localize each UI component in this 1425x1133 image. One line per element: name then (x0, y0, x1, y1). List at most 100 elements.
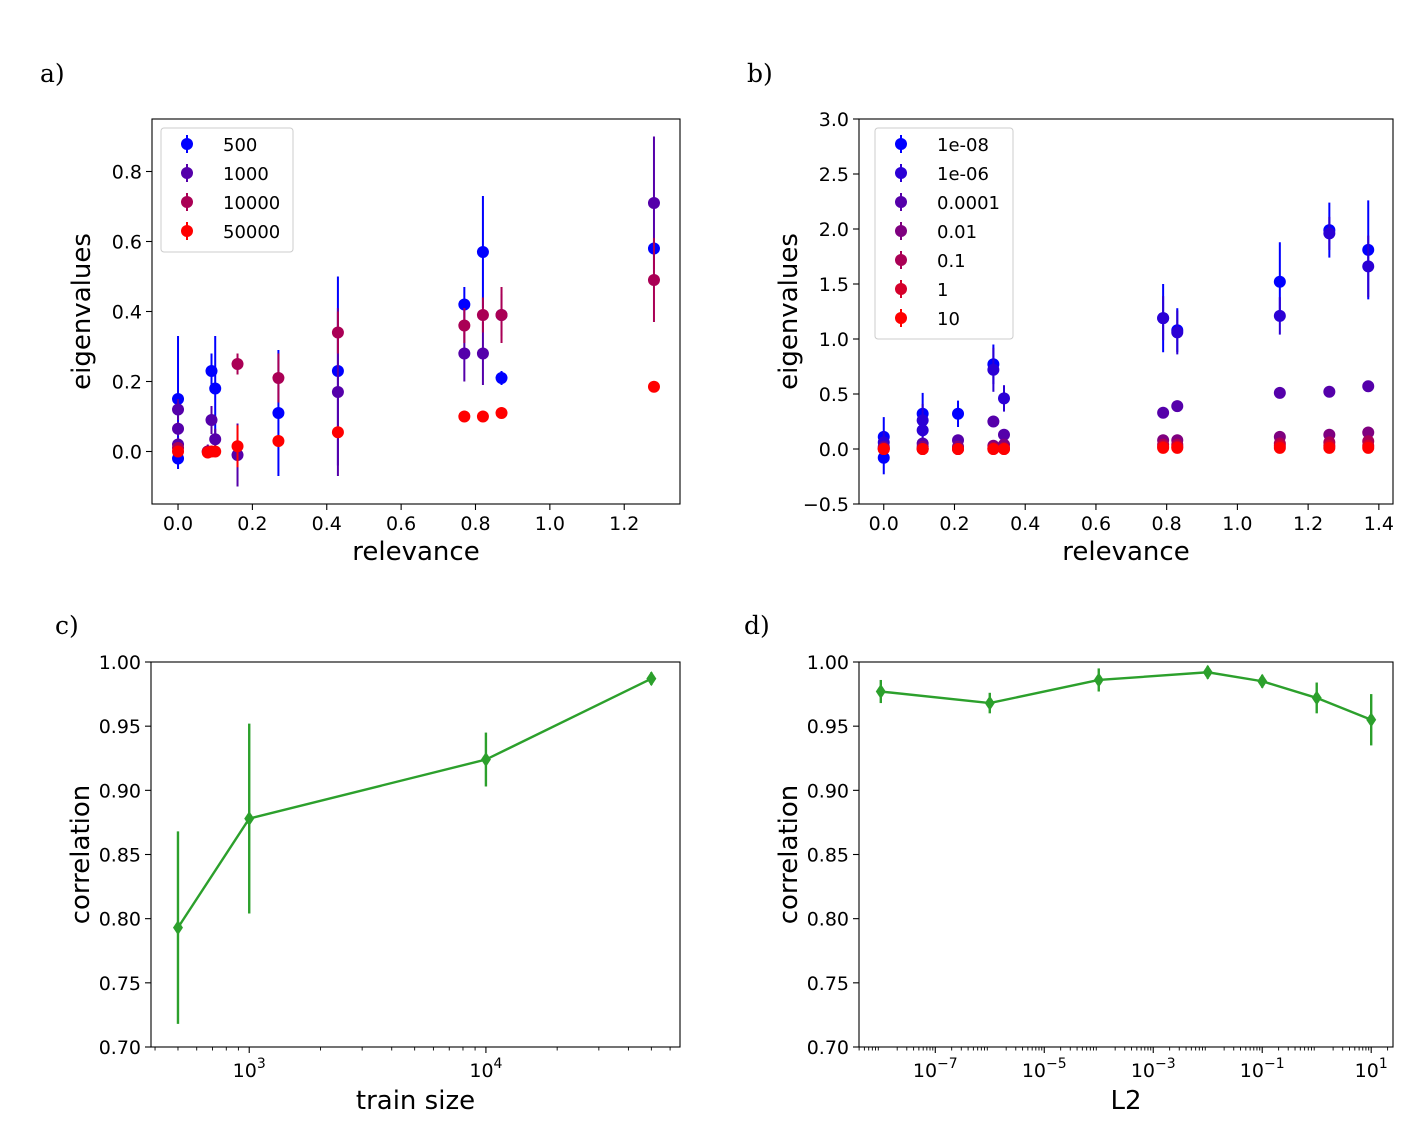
legend-marker (895, 196, 907, 208)
data-point (244, 811, 255, 827)
data-point (1171, 441, 1184, 454)
data-point (1273, 275, 1286, 288)
y-tick-label: 0.80 (807, 909, 849, 931)
x-tick-label: 101 (1355, 1056, 1388, 1082)
x-tick-exponent: 3 (257, 1056, 266, 1072)
data-point (172, 403, 185, 416)
legend-marker (895, 254, 907, 266)
x-tick-exponent: −5 (1046, 1056, 1067, 1072)
legend-label: 500 (223, 135, 257, 156)
legend-marker (181, 138, 193, 150)
data-point (495, 407, 508, 419)
data-point (1202, 664, 1213, 680)
y-tick-label: 0.85 (807, 845, 849, 867)
data-point (987, 443, 1000, 455)
series-line (880, 671, 1372, 721)
legend: 500 1000 10000 50000 (160, 127, 294, 253)
legend-marker (895, 167, 907, 179)
data-point (646, 671, 657, 687)
data-point (984, 695, 995, 711)
x-tick-label: 1.4 (1364, 513, 1394, 535)
data-point (1362, 260, 1375, 273)
panel-label-d: d) (744, 611, 770, 640)
x-tick-label: 0.8 (460, 513, 490, 535)
legend-marker (895, 225, 907, 237)
panel-d-line: 10−7 10−5 10−3 10−1 1010.700.750.800.850.900… (774, 652, 1394, 1116)
y-tick-label: 3.0 (819, 109, 849, 131)
data-point (495, 309, 508, 321)
legend-label: 0.1 (937, 251, 966, 272)
panel-label-b: b) (747, 59, 773, 88)
y-tick-label: 0.75 (807, 973, 849, 995)
data-point (952, 407, 965, 420)
legend-label: 0.01 (937, 222, 977, 243)
series-0-0001 (877, 380, 1375, 453)
data-point (476, 309, 489, 321)
plot-frame (858, 661, 1394, 1048)
series-correlation (875, 664, 1377, 746)
data-point (1157, 441, 1170, 454)
data-point (916, 424, 929, 437)
legend: 1e-08 1e-06 0.0001 0.01 0.1 1 10 (874, 127, 1014, 340)
x-tick-label: 0.6 (1081, 513, 1111, 535)
data-point (209, 382, 222, 395)
x-tick-base: 10 (1131, 1060, 1155, 1082)
data-point (1362, 426, 1375, 439)
data-point (476, 246, 489, 258)
data-point (952, 443, 965, 455)
x-tick-base: 10 (1355, 1060, 1379, 1082)
x-tick-label: 10−7 (913, 1056, 958, 1082)
data-point (331, 426, 344, 439)
legend-marker (895, 283, 907, 295)
legend-label: 10 (937, 309, 960, 330)
y-axis-label: eigenvalues (774, 233, 804, 390)
data-point (331, 386, 344, 398)
x-axis-label: relevance (352, 537, 479, 567)
x-tick-label: 10−5 (1022, 1056, 1067, 1082)
x-axis-label: relevance (1062, 537, 1189, 567)
y-tick-label: 0.70 (99, 1037, 141, 1059)
plot-frame (858, 118, 1394, 505)
x-tick-base: 10 (1022, 1060, 1046, 1082)
x-tick-base: 10 (469, 1060, 493, 1082)
series-correlation (172, 671, 657, 1024)
legend-box (874, 127, 1014, 340)
x-tick-label: 0.4 (312, 513, 342, 535)
data-point (1171, 400, 1184, 413)
legend-label: 1e-08 (937, 135, 989, 156)
x-tick-exponent: 4 (494, 1056, 503, 1072)
y-tick-label: 0.80 (99, 909, 141, 931)
panel-label-a: a) (40, 59, 65, 88)
data-point (1366, 712, 1377, 728)
series-50000 (172, 380, 660, 468)
x-tick-label: 0.2 (939, 513, 969, 535)
data-point (1323, 227, 1336, 240)
data-point (172, 920, 183, 936)
x-tick-base: 10 (1240, 1060, 1264, 1082)
data-point (1093, 672, 1104, 688)
series-line (176, 677, 652, 929)
x-axis-label: train size (356, 1086, 475, 1116)
y-tick-label: 0.5 (819, 384, 849, 406)
x-tick-label: 0.8 (1152, 513, 1182, 535)
y-tick-label: 0.2 (112, 372, 142, 394)
y-tick-label: 1.00 (99, 652, 141, 674)
data-point (875, 684, 886, 700)
x-axis-label: L2 (1110, 1086, 1141, 1116)
y-axis-label: correlation (774, 785, 804, 925)
data-point (1323, 385, 1336, 398)
y-tick-label: 0.90 (99, 780, 141, 802)
legend-box (160, 127, 294, 253)
x-tick-label: 10−3 (1131, 1056, 1176, 1082)
legend-label: 1000 (223, 164, 269, 185)
x-tick-label: 0.0 (869, 513, 899, 535)
data-point (1257, 673, 1268, 689)
x-tick-label: 10−1 (1240, 1056, 1285, 1082)
panel-label-c: c) (55, 611, 79, 640)
data-point (1157, 312, 1170, 325)
legend-marker (181, 167, 193, 179)
data-point (458, 347, 471, 360)
data-point (1157, 406, 1170, 419)
y-tick-label: 0.0 (819, 439, 849, 461)
